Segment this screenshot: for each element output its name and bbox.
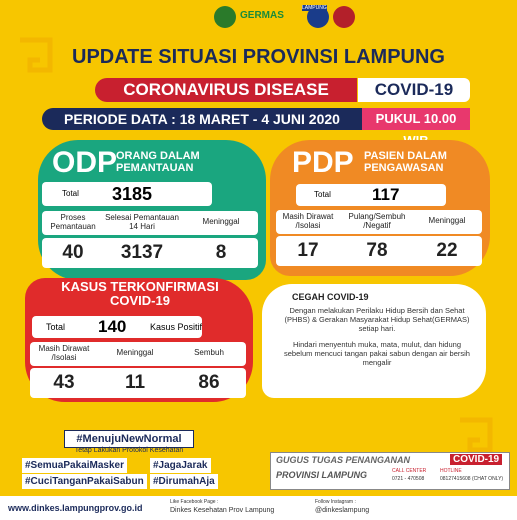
pdp-item-label: Meninggal — [428, 216, 466, 225]
logo-text: GERMAS — [240, 10, 284, 21]
period: PERIODE DATA : 18 MARET - 4 JUNI 2020 — [42, 108, 362, 130]
logo-text: LAMPUNG — [302, 5, 327, 11]
pdp-item-value: 17 — [297, 240, 319, 261]
confirmed-total-label: Total — [46, 322, 66, 332]
confirmed-values-box — [30, 368, 246, 398]
prevention-text: Hindari menyentuh muka, mata, mulut, dan… — [284, 340, 470, 367]
odp-total-label: Total — [62, 189, 79, 198]
odp-labels-box — [42, 211, 258, 235]
footer-facebook: Dinkes Kesehatan Prov Lampung — [170, 507, 275, 514]
odp-code: ODP — [52, 146, 118, 179]
prevention-title: CEGAH COVID-19 — [292, 292, 369, 302]
prevention-text: Dengan melakukan Perilaku Hidup Bersih d… — [284, 306, 470, 333]
odp-item-value: 3137 — [120, 242, 164, 263]
confirmed-item-value: 43 — [53, 372, 75, 393]
confirmed-total-unit: Kasus Positif — [150, 322, 203, 332]
time: PUKUL 10.00 WIB — [362, 108, 470, 148]
confirmed-item-label: Masih Dirawat /Isolasi — [38, 344, 90, 362]
hashtag: #SemuaPakaiMasker — [22, 458, 127, 473]
banner-tag: COVID-19 — [358, 78, 470, 102]
hashtag: #JagaJarak — [150, 458, 211, 473]
pdp-item-value: 22 — [436, 240, 458, 261]
pdp-code: PDP — [292, 146, 354, 179]
task-force-title: GUGUS TUGAS PENANGANAN — [276, 455, 411, 465]
confirmed-item-value: 11 — [124, 372, 146, 393]
confirmed-item-label: Sembuh — [194, 348, 224, 357]
banner: CORONAVIRUS DISEASE — [95, 78, 357, 102]
title: UPDATE SITUASI PROVINSI LAMPUNG — [72, 46, 445, 68]
task-force-region: PROVINSI LAMPUNG — [276, 470, 368, 480]
confirmed-item-label: Meninggal — [116, 348, 154, 357]
footer-facebook-label: Like Facebook Page : — [170, 499, 219, 505]
pdp-total-box — [296, 184, 446, 206]
hotline-label: HOTLINE — [440, 468, 462, 474]
hashtag-sub: Tetap Lakukan Protokol Kesehatan — [74, 447, 184, 454]
footer-instagram: @dinkeslampung — [315, 507, 370, 514]
pdp-name: PASIEN DALAM PENGAWASAN — [364, 150, 447, 174]
odp-item-label: Meninggal — [202, 217, 240, 226]
confirmed-total-box — [32, 316, 202, 338]
odp-item-label: Selesai Pemantauan 14 Hari — [105, 213, 179, 231]
pdp-labels-box — [276, 210, 482, 234]
confirmed-total: 140 — [98, 317, 127, 336]
task-force-tag: COVID-19 — [450, 454, 503, 465]
odp-total: 3185 — [112, 184, 153, 204]
odp-values-box — [42, 238, 258, 268]
pdp-item-label: Pulang/Sembuh /Negatif — [348, 212, 406, 230]
call-center-label: CALL CENTER — [392, 468, 427, 474]
odp-total-box — [42, 182, 212, 206]
odp-item-value: 8 — [215, 242, 227, 263]
footer-bar — [0, 496, 517, 520]
confirmed-item-value: 86 — [198, 372, 220, 393]
pdp-values-box — [276, 236, 482, 266]
confirmed-name: KASUS TERKONFIRMASI COVID-19 — [61, 279, 219, 308]
hotline: 08127415608 (CHAT ONLY) — [440, 476, 504, 482]
footer-website: www.dinkes.lampungprov.go.id — [8, 503, 143, 513]
confirmed-labels-box — [30, 342, 246, 366]
pdp-item-value: 78 — [366, 240, 388, 261]
prevention-panel — [262, 284, 486, 398]
odp-name: ORANG DALAM PEMANTAUAN — [116, 150, 200, 174]
pdp-total-label: Total — [314, 190, 331, 199]
pdp-item-label: Masih Dirawat /Isolasi — [282, 212, 334, 230]
hashtag: #DirumahAja — [150, 474, 218, 489]
footer-instagram-label: Follow Instagram : — [315, 499, 356, 505]
pdp-total: 117 — [372, 185, 400, 204]
hashtag: #CuciTanganPakaiSabun — [22, 474, 147, 489]
odp-item-value: 40 — [62, 242, 84, 263]
odp-item-label: Proses Pemantauan — [50, 213, 96, 231]
hashtag-main: #MenujuNewNormal — [64, 430, 194, 448]
call-center: 0721 - 470508 — [392, 476, 425, 482]
